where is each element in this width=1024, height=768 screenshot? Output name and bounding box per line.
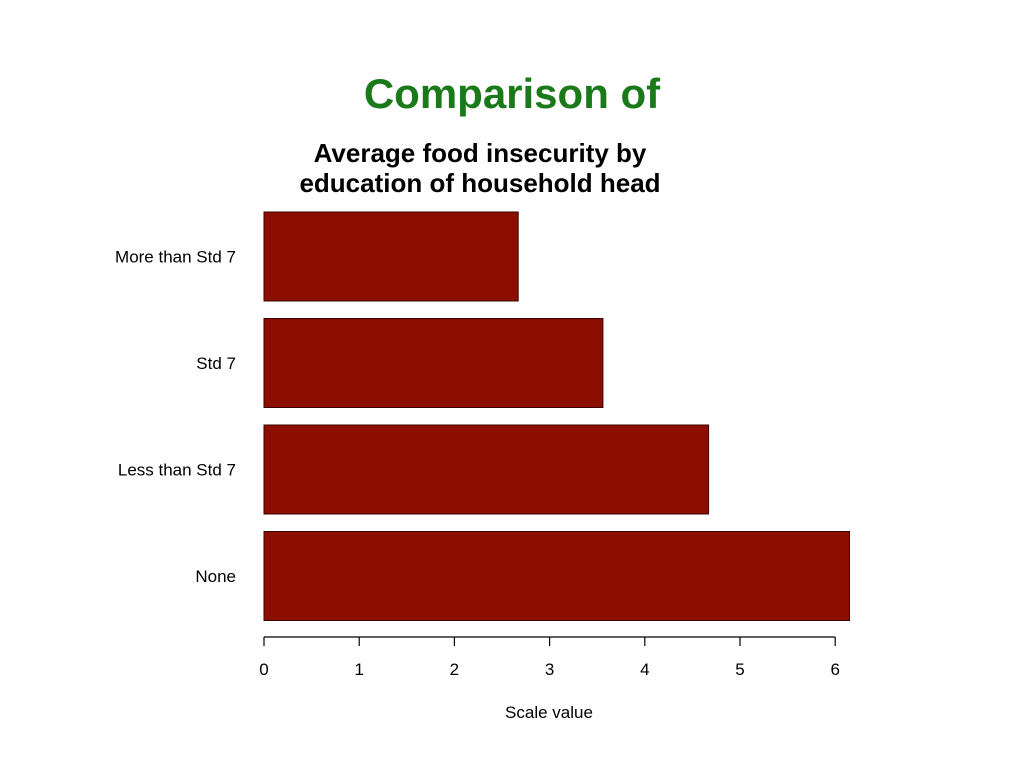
bars-group bbox=[263, 211, 850, 621]
x-tick-label-2: 2 bbox=[450, 660, 459, 679]
slide-title: Comparison of bbox=[363, 70, 661, 117]
x-tick-label-3: 3 bbox=[545, 660, 554, 679]
bar-3 bbox=[263, 531, 850, 621]
x-axis: 0 1 2 3 4 5 6 bbox=[259, 636, 840, 679]
chart-title: Average food insecurity by education of … bbox=[299, 138, 660, 198]
x-tick-label-6: 6 bbox=[830, 660, 839, 679]
x-tick-label-1: 1 bbox=[354, 660, 363, 679]
category-label-2: Less than Std 7 bbox=[118, 461, 236, 480]
x-tick-label-4: 4 bbox=[640, 660, 649, 679]
bar-1 bbox=[263, 318, 604, 408]
x-tick-label-5: 5 bbox=[735, 660, 744, 679]
bar-2 bbox=[263, 424, 710, 515]
chart-title-line-1: Average food insecurity by bbox=[314, 138, 647, 168]
chart-title-line-2: education of household head bbox=[299, 168, 660, 198]
x-axis-label: Scale value bbox=[505, 703, 593, 722]
x-tick-label-0: 0 bbox=[259, 660, 268, 679]
category-label-0: More than Std 7 bbox=[115, 248, 236, 267]
bar-0 bbox=[263, 211, 519, 302]
category-labels: More than Std 7 Std 7 Less than Std 7 None bbox=[115, 248, 236, 587]
category-label-1: Std 7 bbox=[196, 354, 236, 373]
category-label-3: None bbox=[195, 567, 236, 586]
